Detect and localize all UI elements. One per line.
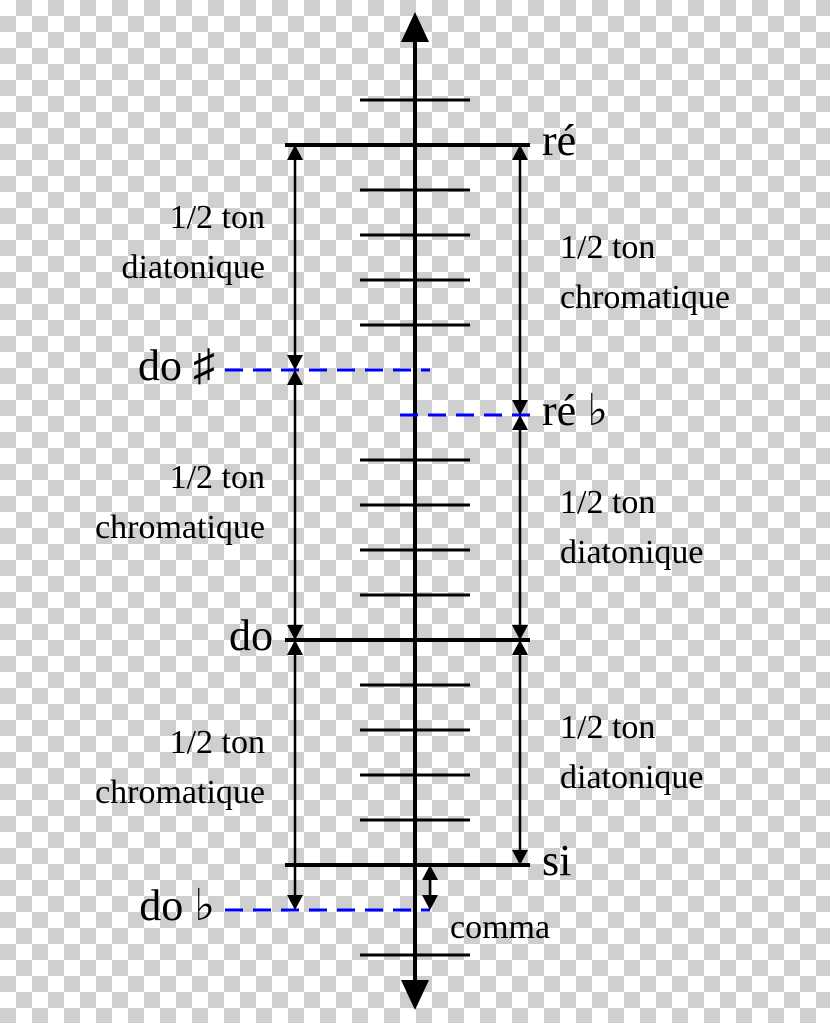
comma-label: comma [450,909,550,946]
note-label-re: ré [542,116,576,165]
note-label-do_sharp: do ♯ [138,341,215,390]
interval-label-left_middle-line2: chromatique [95,509,265,546]
interval-label-left_upper-line1: 1/2 ton [170,199,265,236]
interval-label-right_upper-line1: 1/2 ton [560,229,655,266]
interval-label-left_middle-line1: 1/2 ton [170,459,265,496]
interval-label-left_upper-line2: diatonique [121,249,265,286]
interval-label-right_middle-line2: diatonique [560,534,704,571]
interval-label-right_lower-line1: 1/2 ton [560,709,655,746]
interval-label-right_upper-line2: chromatique [560,279,730,316]
interval-label-left_lower-line2: chromatique [95,774,265,811]
note-label-re_flat: ré ♭ [542,386,608,435]
note-label-si: si [542,836,571,885]
note-label-do_flat: do ♭ [139,881,215,930]
interval-label-right_middle-line1: 1/2 ton [560,484,655,521]
note-label-do: do [229,611,273,660]
interval-label-right_lower-line2: diatonique [560,759,704,796]
tone-diagram: ré do ♯ ré ♭ do si do ♭ 1/2 ton diatonique 1/2 t… [0,0,830,1023]
interval-label-left_lower-line1: 1/2 ton [170,724,265,761]
